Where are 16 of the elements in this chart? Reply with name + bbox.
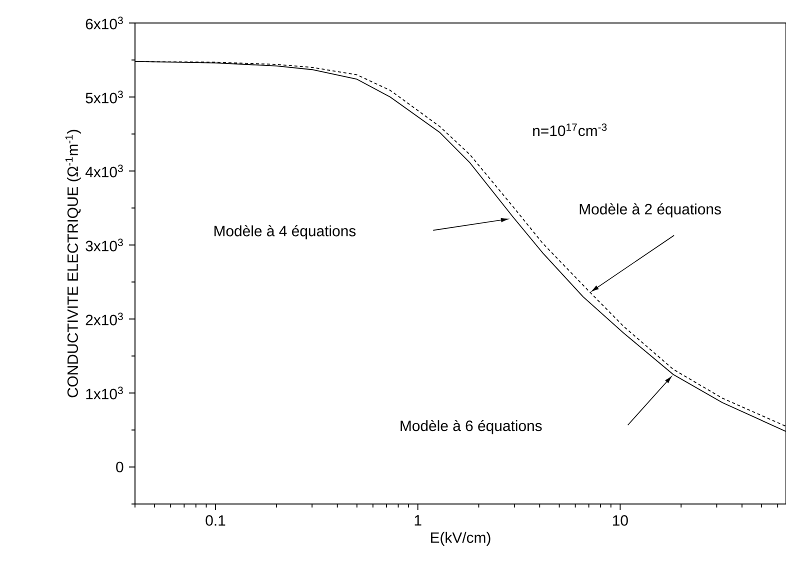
y-tick-label: 6x10$^{3}$: [86, 16, 123, 30]
x-tick-label: 0.1: [206, 515, 226, 526]
x-tick-label: 1: [414, 515, 422, 526]
y-tick-label: 3x10$^{3}$: [86, 238, 123, 252]
annotation: n=10$^{17}$cm$^{-3}$: [533, 123, 607, 136]
x-axis-title: E(kV/cm): [431, 532, 490, 546]
y-tick-label: 0: [116, 462, 124, 472]
annotation: Modèle à 6 équations: [400, 420, 542, 434]
x-tick-label: 10: [613, 515, 628, 526]
y-tick-label: 5x10$^{3}$: [86, 90, 123, 104]
y-tick-label: 2x10$^{3}$: [86, 312, 123, 326]
annotation: Modèle à 2 équations: [580, 203, 721, 218]
annotation: Modèle à 4 équations: [214, 225, 356, 240]
y-axis-title: CONDUCTIVITE ELECTRIQUE (Ω$^{-1}$m$^{-1}$): [65, 130, 81, 398]
y-tick-label: 4x10$^{3}$: [85, 164, 123, 178]
y-tick-label: 1x10$^{3}$: [86, 386, 123, 400]
